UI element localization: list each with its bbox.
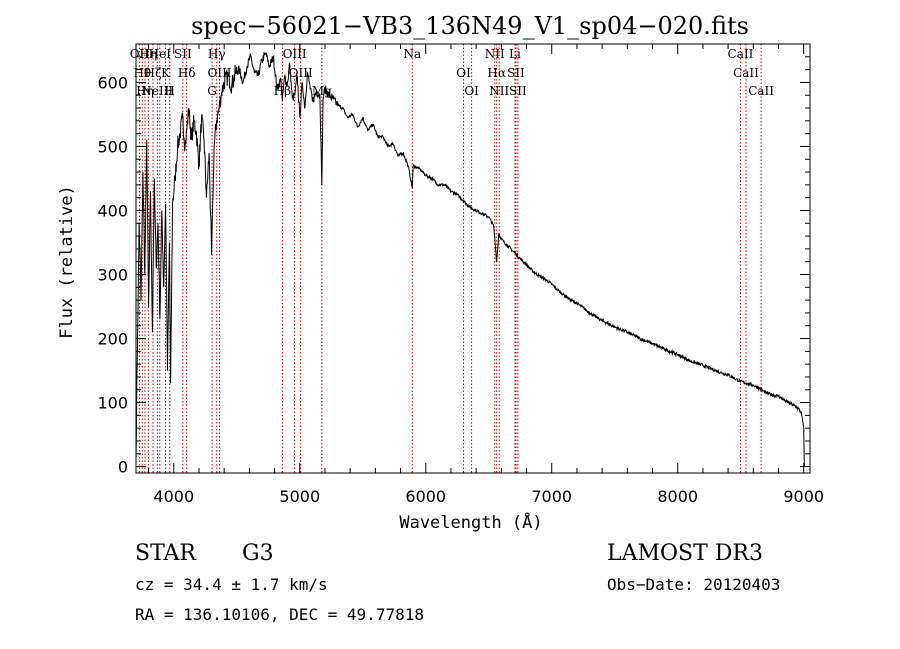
spectral-line-label: NII: [489, 84, 509, 98]
x-tick-label: 8000: [657, 487, 698, 506]
x-tick-label: 6000: [405, 487, 446, 506]
spectral-line-label: NII: [485, 47, 505, 61]
coordinates-readout: RA = 136.10106, DEC = 49.77818: [135, 605, 424, 624]
chart-title: spec−56021−VB3_136N49_V1_sp04−020.fits: [191, 12, 749, 40]
spectral-line-label: OIII: [207, 66, 231, 80]
y-tick-label: 0: [118, 458, 128, 477]
spectral-line-label: OIII: [289, 66, 313, 80]
spectral-line-label: SII: [507, 66, 525, 80]
spectral-line-label: Hγ: [208, 47, 226, 61]
y-tick-labels: 0 100 200 300 400 500 600: [97, 73, 128, 476]
x-tick-label: 5000: [279, 487, 320, 506]
spectral-line-label: Hδ: [178, 66, 196, 80]
spectral-line-label: OI: [464, 84, 479, 98]
spectral-line-label: SII: [509, 84, 527, 98]
spectral-line-label: SII: [174, 47, 192, 61]
spectral-line-label: Na: [403, 47, 421, 61]
spectral-line-label: OII: [130, 47, 150, 61]
spectral-line-label: NeIII: [141, 84, 173, 98]
x-tick-labels: 4000 5000 6000 7000 8000 9000: [153, 487, 824, 506]
velocity-readout: cz = 34.4 ± 1.7 km/s: [135, 575, 328, 594]
y-tick-label: 600: [97, 73, 128, 92]
y-tick-label: 400: [97, 201, 128, 220]
spectral-line-labels: OIIHθHηHηHζNeIIIHeIKHSIIHδGHγOIIIHβOIIIO…: [130, 47, 775, 98]
spectral-line-label: Li: [509, 47, 521, 61]
spectral-line-label: Hα: [487, 66, 506, 80]
axis-ticks: [136, 44, 810, 473]
spectral-line-label: Hζ: [145, 66, 162, 80]
spectral-line-label: CaII: [728, 47, 754, 61]
spectral-line-label: OIII: [283, 47, 307, 61]
survey-name: LAMOST DR3: [607, 541, 763, 566]
x-tick-label: 7000: [531, 487, 572, 506]
observation-date: Obs−Date: 20120403: [607, 575, 780, 594]
spectral-line-label: Hη: [140, 47, 158, 61]
y-tick-label: 200: [97, 330, 128, 349]
spectral-line-label: H: [165, 84, 175, 98]
x-axis-label: Wavelength (Å): [399, 511, 542, 533]
spectral-line-label: CaII: [733, 66, 759, 80]
x-tick-label: 9000: [783, 487, 824, 506]
y-tick-label: 300: [97, 266, 128, 285]
y-axis-label: Flux (relative): [57, 185, 77, 339]
spectral-line-markers: [138, 44, 762, 473]
y-tick-label: 500: [97, 137, 128, 156]
object-subclass: G3: [242, 541, 274, 566]
spectral-line-label: CaII: [748, 84, 774, 98]
spectral-line-label: Hη: [136, 84, 154, 98]
object-class: STAR: [135, 541, 197, 566]
spectral-line-label: OI: [456, 66, 471, 80]
spectral-line-label: HeI: [149, 47, 172, 61]
spectral-line-label: K: [161, 66, 171, 80]
x-tick-label: 4000: [153, 487, 194, 506]
spectral-line-label: G: [207, 84, 217, 98]
plot-frame: [135, 43, 811, 474]
y-tick-label: 100: [97, 394, 128, 413]
spectrum-series-line: [135, 51, 805, 467]
